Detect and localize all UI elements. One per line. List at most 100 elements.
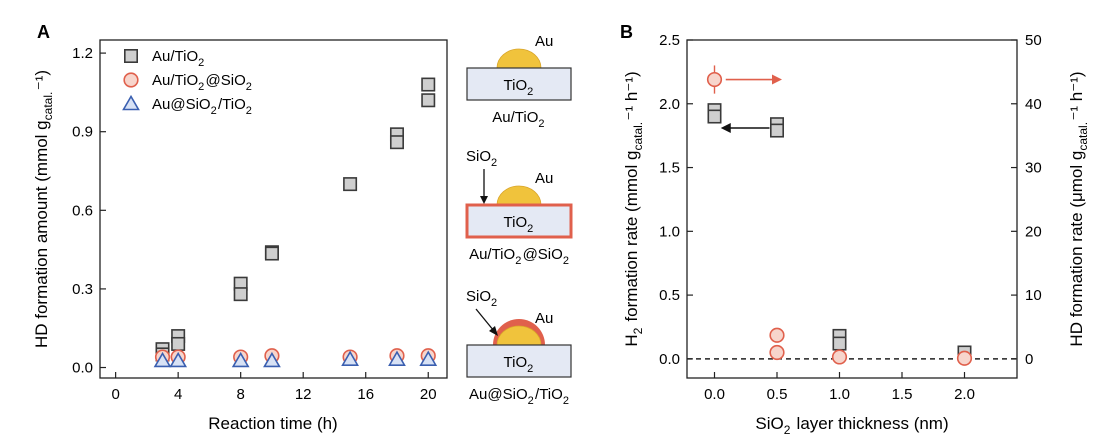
data-point-square (343, 177, 358, 192)
data-point-triangle (388, 350, 406, 366)
right-y-tick-label: 40 (1025, 96, 1042, 113)
legend-label: Au/TiO2 (152, 48, 206, 69)
data-point-square (233, 287, 248, 302)
panel-a-ticks: 0 4 8 12 16 20 0.0 0.3 0.6 0.9 1.2 (72, 45, 436, 403)
x-tick-label: 20 (420, 386, 437, 403)
x-tick-label: 2.0 (954, 386, 975, 403)
shell-arrow-head (480, 196, 488, 204)
y-tick-label: 0.3 (72, 281, 93, 298)
shell-label: SiO2 (466, 288, 498, 309)
data-point-square (421, 93, 436, 108)
shell-arrow-head (489, 326, 498, 336)
data-point-square (171, 336, 186, 351)
data-point-square (264, 246, 279, 261)
panel-b-axis-arrows (720, 74, 782, 134)
x-tick-label: 0 (111, 386, 119, 403)
y-tick-label: 0.6 (72, 202, 93, 219)
gold-particle (496, 185, 542, 206)
data-point-circle (706, 71, 723, 88)
gold-particle (496, 48, 542, 69)
axis-indicator-arrow-head (720, 123, 731, 134)
tio2-support (466, 344, 572, 378)
schematic-caption: Au@SiO2 /TiO2 (469, 386, 569, 407)
y-tick-label: 0.0 (72, 360, 93, 377)
panel-a-y-axis-label: HD formation amount (mmol gcatal. ⁻¹) (32, 70, 55, 348)
x-tick-label: 1.0 (829, 386, 850, 403)
left-y-tick-label: 2.0 (659, 96, 680, 113)
data-point-square (769, 123, 784, 138)
left-y-tick-label: 0.5 (659, 287, 680, 304)
support-label: TiO2 (504, 77, 535, 98)
legend-marker-triangle (122, 94, 140, 111)
catalyst-schematics: TiO2 Au Au/TiO2 TiO2 Au SiO2 Au/TiO2 @SiO2… (465, 33, 573, 407)
panel-b-plot-frame (686, 39, 1018, 379)
y-tick-label: 1.2 (72, 45, 93, 62)
schematic-2: TiO2 Au SiO2 Au/TiO2 @SiO2 (465, 148, 573, 267)
x-tick-label: 8 (237, 386, 245, 403)
tio2-support (466, 67, 572, 101)
data-point-square (707, 109, 722, 124)
panel-a: A 0 4 8 12 16 20 0.0 0.3 0.6 0.9 1.2 Au/TiO2 Au/Ti… (32, 22, 448, 433)
data-point-circle (769, 344, 785, 361)
metal-label: Au (535, 310, 553, 327)
data-point-triangle (153, 351, 172, 368)
data-point-circle (956, 350, 973, 366)
legend-marker-circle (123, 72, 139, 88)
panel-b-ticks: 0.0 0.5 1.0 1.5 2.0 0.0 0.5 1.0 1.5 2.0 2.5 0 10 20 30… (659, 32, 1042, 403)
panel-b-x-axis-label: SiO2 layer thickness (nm) (755, 414, 948, 437)
panel-b: B 0.0 0.5 1.0 1.5 2.0 0.0 0.5 1.0 1.5 2.0 2.5 0 10 20… (620, 22, 1090, 437)
right-y-tick-label: 20 (1025, 223, 1042, 240)
x-tick-label: 12 (295, 386, 312, 403)
legend-marker-square (124, 48, 139, 63)
legend-label: Au@SiO2 /TiO2 (152, 96, 252, 117)
schematic-1: TiO2 Au Au/TiO2 (466, 33, 572, 130)
shell-arrow (475, 308, 495, 332)
legend-label: Au/TiO2 @SiO2 (152, 72, 252, 93)
metal-label: Au (535, 170, 553, 187)
data-point-square (832, 336, 847, 351)
panel-b-points (706, 65, 973, 366)
tio2-support (465, 203, 573, 239)
data-point-square (389, 135, 404, 150)
panel-a-label: A (37, 22, 50, 42)
x-tick-label: 4 (174, 386, 182, 403)
data-point-triangle (231, 351, 250, 368)
left-y-tick-label: 1.0 (659, 223, 680, 240)
left-y-tick-label: 2.5 (659, 32, 680, 49)
right-y-tick-label: 50 (1025, 32, 1042, 49)
data-point-circle (769, 327, 785, 343)
y-tick-label: 0.9 (72, 124, 93, 141)
data-point-square (421, 77, 436, 92)
schematic-caption: Au/TiO2 (492, 109, 546, 130)
left-y-tick-label: 1.5 (659, 160, 680, 177)
gold-particle (496, 325, 542, 346)
schematic-3: TiO2 Au SiO2 Au@SiO2 /TiO2 (466, 288, 572, 407)
panel-a-legend: Au/TiO2 Au/TiO2 @SiO2 Au@SiO2 /TiO2 (122, 48, 252, 117)
panel-b-left-y-axis-label: H2 formation rate (mmol gcatal. ⁻¹ h⁻¹) (622, 71, 645, 346)
support-label: TiO2 (504, 214, 535, 235)
panel-b-right-y-axis-label: HD formation rate (μmol gcatal. ⁻¹ h⁻¹) (1067, 71, 1090, 346)
panel-a-plot-frame (99, 39, 448, 379)
left-y-tick-label: 0.0 (659, 351, 680, 368)
x-tick-label: 16 (357, 386, 374, 403)
metal-label: Au (535, 33, 553, 50)
right-y-tick-label: 0 (1025, 351, 1033, 368)
data-point-triangle (341, 350, 359, 366)
right-y-tick-label: 30 (1025, 160, 1042, 177)
right-y-tick-label: 10 (1025, 287, 1042, 304)
shell-label: SiO2 (466, 148, 498, 169)
panel-a-points (153, 77, 438, 368)
x-tick-label: 0.5 (767, 386, 788, 403)
data-point-triangle (263, 351, 281, 368)
x-tick-label: 1.5 (892, 386, 913, 403)
data-point-circle (831, 349, 848, 365)
x-tick-label: 0.0 (704, 386, 725, 403)
panel-a-x-axis-label: Reaction time (h) (208, 414, 337, 433)
support-label: TiO2 (504, 354, 535, 375)
schematic-caption: Au/TiO2 @SiO2 (469, 246, 569, 267)
data-point-triangle (169, 351, 188, 368)
axis-indicator-arrow-head (772, 74, 782, 85)
data-point-triangle (419, 350, 438, 366)
panel-b-label: B (620, 22, 633, 42)
